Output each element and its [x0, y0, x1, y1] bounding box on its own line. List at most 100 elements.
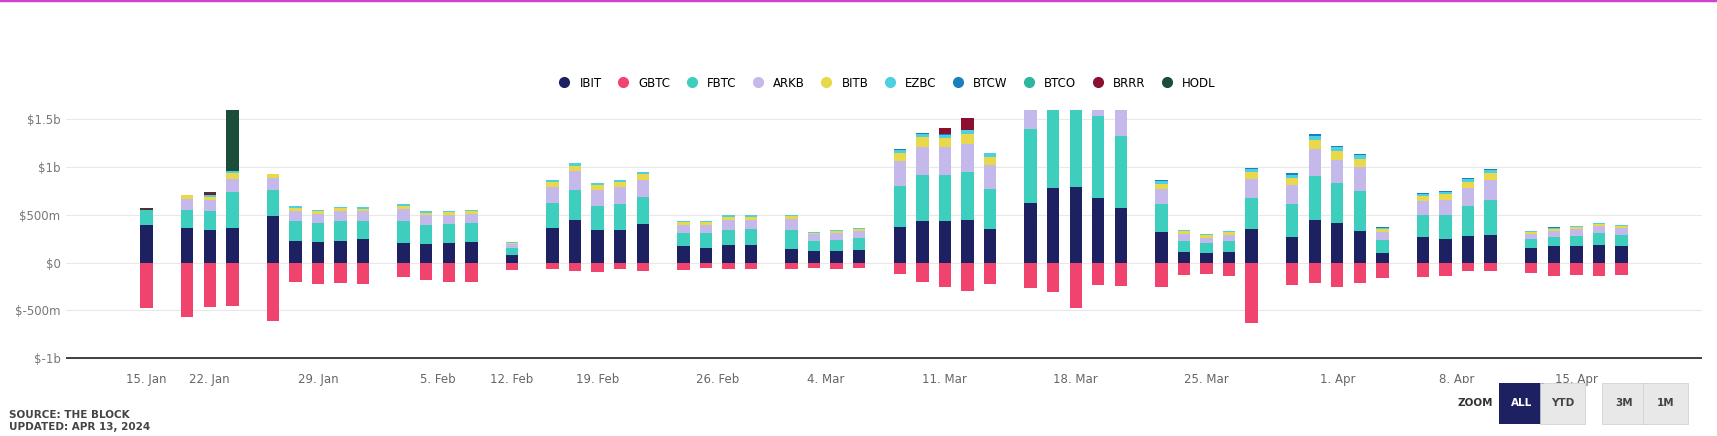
Bar	[546, 228, 558, 262]
Bar	[141, 225, 153, 262]
Bar	[227, 173, 239, 178]
Bar	[1092, 116, 1104, 198]
Bar	[637, 225, 649, 262]
Bar	[1377, 253, 1389, 262]
Bar	[1200, 235, 1212, 238]
Bar	[312, 223, 325, 242]
Bar	[1178, 262, 1190, 275]
Bar	[180, 199, 194, 210]
Bar	[1377, 228, 1389, 229]
Bar	[962, 172, 974, 220]
Bar	[443, 212, 455, 215]
Bar	[809, 262, 821, 268]
Bar	[1070, 21, 1082, 29]
Bar	[1593, 223, 1605, 224]
Bar	[723, 230, 735, 245]
Bar	[507, 255, 519, 262]
Bar	[1439, 215, 1453, 239]
Bar	[1025, 72, 1037, 88]
Bar	[1593, 233, 1605, 245]
Bar	[227, 262, 239, 306]
Bar	[591, 185, 604, 190]
Bar	[1114, 136, 1126, 208]
Bar	[1569, 226, 1583, 227]
Bar	[1223, 252, 1235, 262]
Bar	[723, 215, 735, 217]
Bar	[1156, 262, 1168, 287]
Bar	[1092, 54, 1104, 71]
Bar	[312, 214, 325, 223]
Bar	[615, 180, 627, 182]
Bar	[1156, 189, 1168, 204]
Bar	[1245, 229, 1259, 262]
Bar	[831, 233, 843, 240]
Bar	[831, 262, 843, 269]
Bar	[917, 137, 929, 147]
Bar	[335, 221, 347, 241]
Bar	[917, 133, 929, 134]
Bar	[1178, 234, 1190, 241]
Bar	[1114, 75, 1126, 81]
Bar	[723, 262, 735, 269]
Bar	[1178, 252, 1190, 262]
Bar	[1156, 181, 1168, 184]
Bar	[507, 242, 519, 243]
Bar	[939, 134, 951, 135]
Bar	[1047, 102, 1059, 188]
Bar	[288, 208, 302, 211]
Bar	[1461, 182, 1475, 188]
Bar	[1525, 232, 1537, 234]
Bar	[1092, 47, 1104, 54]
Bar	[1461, 262, 1475, 271]
Bar	[465, 242, 477, 262]
Bar	[443, 262, 455, 282]
Bar	[1070, 48, 1082, 98]
Bar	[1485, 262, 1497, 271]
Bar	[1593, 226, 1605, 233]
Bar	[676, 262, 690, 270]
Bar	[398, 209, 410, 221]
Bar	[591, 206, 604, 230]
Bar	[615, 230, 627, 262]
Bar	[357, 211, 369, 221]
Bar	[335, 207, 347, 208]
Bar	[507, 248, 519, 255]
Bar	[1286, 185, 1298, 204]
Bar	[1070, 0, 1082, 18]
Bar	[266, 262, 280, 321]
Bar	[507, 262, 519, 270]
Bar	[204, 195, 216, 197]
Bar	[917, 262, 929, 282]
Bar	[227, 88, 239, 171]
Bar	[984, 262, 996, 285]
Bar	[1156, 180, 1168, 181]
Bar	[745, 229, 757, 245]
Bar	[1286, 174, 1298, 175]
Bar	[443, 211, 455, 212]
Bar	[1070, 262, 1082, 308]
Bar	[546, 180, 558, 182]
Bar	[745, 245, 757, 262]
Bar	[699, 222, 713, 225]
Bar	[312, 242, 325, 262]
Bar	[1377, 232, 1389, 240]
Bar	[1025, 88, 1037, 129]
Bar	[1461, 188, 1475, 206]
Bar	[1616, 262, 1628, 275]
Bar	[1485, 173, 1497, 180]
Bar	[893, 262, 907, 274]
Bar	[1223, 231, 1235, 232]
Bar	[1547, 228, 1561, 229]
Bar	[1308, 150, 1320, 176]
Bar	[785, 262, 798, 269]
Bar	[266, 216, 280, 262]
Bar	[984, 153, 996, 157]
Bar	[443, 243, 455, 262]
Bar	[1223, 262, 1235, 276]
Bar	[1569, 235, 1583, 246]
Bar	[335, 211, 347, 221]
Bar	[809, 235, 821, 241]
Bar	[1353, 262, 1367, 283]
Bar	[831, 230, 843, 231]
Bar	[591, 262, 604, 272]
